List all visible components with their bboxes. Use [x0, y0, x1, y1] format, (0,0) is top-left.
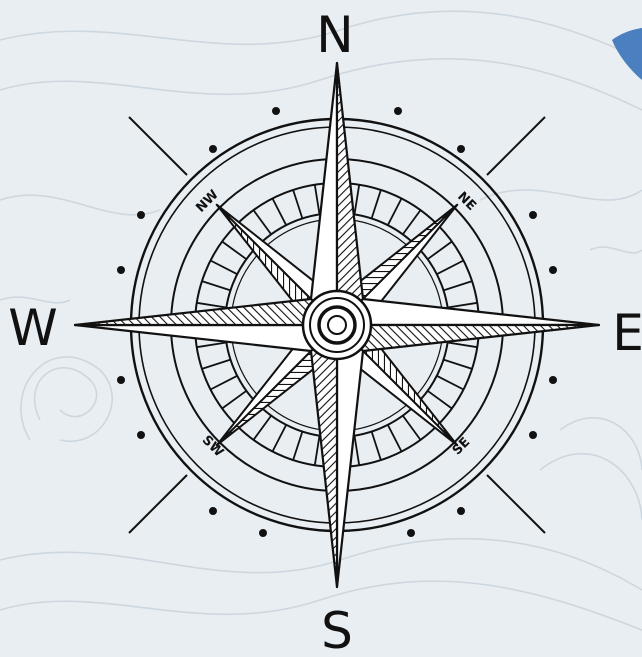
tick-mark — [271, 424, 288, 452]
compass-center — [301, 289, 373, 361]
tick-mark — [313, 435, 321, 466]
tick-mark — [353, 435, 361, 466]
tick-mark — [201, 358, 231, 370]
cardinal-points — [73, 61, 601, 589]
tick-mark — [443, 358, 473, 370]
tick-mark — [443, 280, 473, 292]
tick-mark — [252, 209, 272, 235]
tick-mark — [252, 415, 272, 441]
tick-mark — [292, 189, 304, 219]
tick-mark — [447, 341, 478, 349]
tick-mark — [427, 390, 453, 410]
label-south: S — [321, 602, 353, 657]
tick-mark — [196, 301, 227, 309]
tick-mark — [353, 184, 361, 215]
tick-mark — [221, 240, 247, 260]
label-west: W — [8, 299, 57, 357]
tick-mark — [271, 198, 288, 226]
tick-mark — [370, 189, 382, 219]
tick-mark — [210, 374, 238, 391]
tick-mark — [370, 431, 382, 461]
tick-mark — [402, 209, 422, 235]
tick-mark — [386, 198, 403, 226]
compass-rose: NW NE SW SE — [73, 61, 601, 589]
tick-mark — [402, 415, 422, 441]
tick-mark — [313, 184, 321, 215]
tick-mark — [427, 240, 453, 260]
tick-mark — [436, 374, 464, 391]
tick-mark — [201, 280, 231, 292]
tick-mark — [221, 390, 247, 410]
label-northwest: NW — [193, 187, 221, 215]
tick-mark — [436, 259, 464, 276]
label-north: N — [316, 6, 353, 64]
tick-mark — [292, 431, 304, 461]
tick-mark — [386, 424, 403, 452]
blue-brush-mark — [612, 28, 642, 80]
tick-mark — [210, 259, 238, 276]
label-east: E — [612, 304, 642, 362]
label-southeast: SE — [450, 435, 474, 459]
tick-mark — [196, 341, 227, 349]
dot-ring — [117, 107, 557, 537]
tick-mark — [447, 301, 478, 309]
